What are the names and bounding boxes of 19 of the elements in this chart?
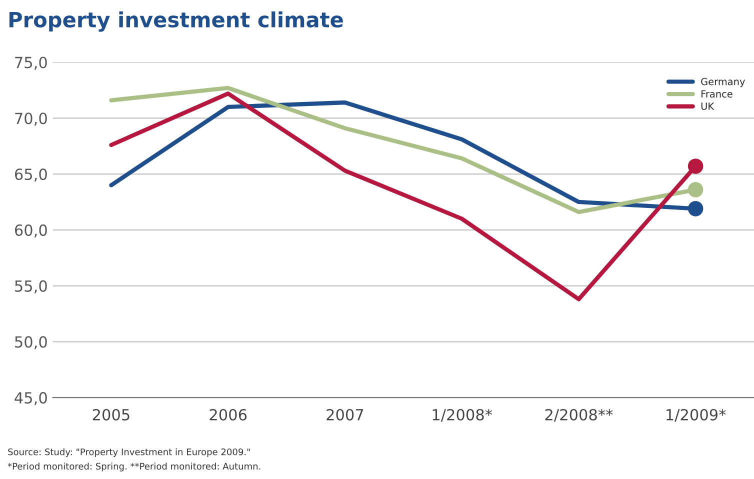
y-tick-label: 75,0 xyxy=(15,56,47,70)
x-tick-label: 2/2008** xyxy=(545,408,613,422)
y-tick-label: 50,0 xyxy=(15,336,47,350)
text: *Period monitored: Spring. **Period monitored: Autumn. xyxy=(8,462,260,472)
legend-label: UK xyxy=(701,102,714,110)
y-tick-label: 60,0 xyxy=(14,224,47,238)
x-tick-label: 2006 xyxy=(210,408,247,421)
source-note: Source: Study: "Property Investment in Europe 2009." xyxy=(8,448,250,458)
x-tick-label: 1/2008* xyxy=(432,408,492,422)
x-tick-label: 1/2009* xyxy=(666,408,726,422)
y-tick-label: 70,0 xyxy=(15,112,47,126)
y-tick-label: 55,0 xyxy=(15,280,47,294)
legend-label: France xyxy=(702,90,732,98)
chart-title: Property investment climate xyxy=(9,11,343,32)
legend-label: Germany xyxy=(701,78,745,88)
y-tick-label: 65,0 xyxy=(14,168,47,182)
x-tick-label: 2007 xyxy=(326,408,364,421)
x-tick-label: 2005 xyxy=(92,408,130,421)
y-tick-label: 45,0 xyxy=(14,392,47,406)
